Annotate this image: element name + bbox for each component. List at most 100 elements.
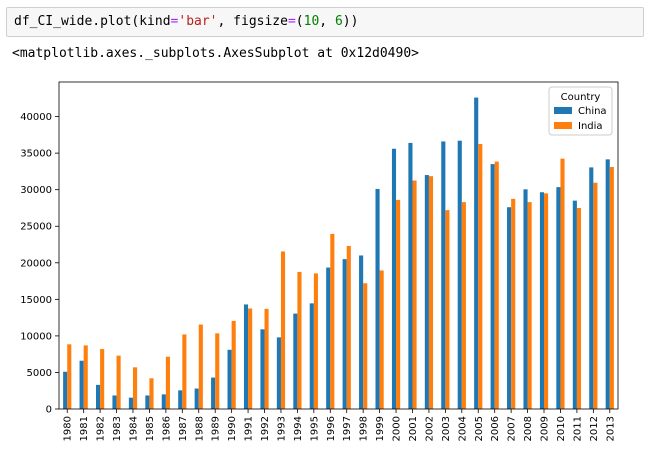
bar-india-1981 xyxy=(83,345,88,409)
bar-china-1988 xyxy=(194,388,199,409)
bar-india-1993 xyxy=(280,251,286,409)
y-tick-label-25000: 25000 xyxy=(20,222,52,233)
x-tick-label-1992: 1992 xyxy=(260,416,271,441)
bar-china-1980 xyxy=(63,371,68,409)
bar-india-1992 xyxy=(264,308,269,409)
x-tick-label-1981: 1981 xyxy=(79,416,90,441)
legend-label-china: China xyxy=(578,106,607,117)
x-tick-label-1990: 1990 xyxy=(227,416,238,441)
bar-china-1991 xyxy=(243,304,249,409)
bar-china-2007 xyxy=(507,207,512,409)
bar-india-1995 xyxy=(313,273,318,409)
bar-china-1984 xyxy=(128,397,133,409)
bar-india-1990 xyxy=(231,320,236,409)
x-tick-label-1987: 1987 xyxy=(178,416,189,441)
bar-china-1981 xyxy=(79,360,84,409)
x-tick-label-2013: 2013 xyxy=(605,416,616,441)
x-tick-label-2001: 2001 xyxy=(408,416,419,441)
bar-china-2005 xyxy=(474,97,479,410)
bar-india-1985 xyxy=(149,378,154,409)
x-tick-label-1996: 1996 xyxy=(326,416,337,441)
x-tick-label-1983: 1983 xyxy=(112,416,123,441)
bar-china-1993 xyxy=(276,337,281,409)
y-tick-label-5000: 5000 xyxy=(27,368,52,379)
bar-india-2005 xyxy=(478,143,483,409)
bar-china-1995 xyxy=(309,303,314,409)
x-tick-label-1998: 1998 xyxy=(359,416,370,441)
x-tick-label-2012: 2012 xyxy=(589,416,600,441)
bar-china-2012 xyxy=(589,167,594,409)
bar-india-2008 xyxy=(527,202,532,409)
x-tick-label-1986: 1986 xyxy=(161,416,172,441)
x-tick-label-1985: 1985 xyxy=(145,416,156,441)
bar-china-2010 xyxy=(556,187,561,409)
x-tick-label-1994: 1994 xyxy=(293,416,304,441)
bar-china-2011 xyxy=(572,200,577,409)
code-cell-input[interactable]: df_CI_wide.plot(kind='bar', figsize=(10,… xyxy=(6,7,644,37)
legend-swatch-china xyxy=(554,107,572,114)
x-tick-label-2003: 2003 xyxy=(441,416,452,441)
x-tick-label-2008: 2008 xyxy=(523,416,534,441)
bar-china-2008 xyxy=(523,189,528,409)
bar-china-1996 xyxy=(326,267,331,409)
bar-india-2001 xyxy=(412,180,417,409)
bar-china-1985 xyxy=(145,395,150,409)
x-tick-label-2004: 2004 xyxy=(457,416,468,441)
x-tick-label-1989: 1989 xyxy=(211,416,222,441)
x-tick-label-1988: 1988 xyxy=(194,416,205,441)
bar-china-1987 xyxy=(178,390,183,409)
code-number: 6 xyxy=(334,14,343,29)
bar-india-2007 xyxy=(511,198,516,409)
bar-india-1998 xyxy=(363,283,368,409)
x-tick-label-1993: 1993 xyxy=(276,416,287,441)
output-repr-text: <matplotlib.axes._subplots.AxesSubplot a… xyxy=(12,46,419,61)
x-tick-label-1984: 1984 xyxy=(128,416,139,441)
bar-india-2004 xyxy=(461,202,466,409)
bar-china-1989 xyxy=(211,377,216,409)
bar-china-1994 xyxy=(293,313,298,409)
code-text: , figsize xyxy=(217,14,288,29)
x-tick-label-2007: 2007 xyxy=(507,416,518,441)
bar-india-2011 xyxy=(576,207,582,409)
y-tick-label-30000: 30000 xyxy=(20,185,52,196)
bar-china-2002 xyxy=(424,175,429,409)
bar-china-2000 xyxy=(391,148,397,410)
y-tick-label-0: 0 xyxy=(46,405,52,416)
bar-india-1983 xyxy=(116,355,121,409)
x-tick-label-2006: 2006 xyxy=(490,416,501,441)
bar-china-2004 xyxy=(457,140,462,409)
bar-india-2012 xyxy=(593,182,598,409)
y-tick-label-40000: 40000 xyxy=(20,112,52,123)
bar-china-2009 xyxy=(539,192,545,409)
bar-china-1992 xyxy=(260,329,265,409)
x-tick-label-2000: 2000 xyxy=(392,416,403,441)
bar-china-1983 xyxy=(112,395,117,409)
x-tick-label-1980: 1980 xyxy=(63,416,74,441)
x-tick-label-1995: 1995 xyxy=(309,416,320,441)
bar-india-2003 xyxy=(445,210,450,409)
code-line: df_CI_wide.plot(kind='bar', figsize=(10,… xyxy=(14,14,358,30)
bar-china-2003 xyxy=(441,141,446,409)
x-tick-label-1997: 1997 xyxy=(342,416,353,441)
bar-india-1997 xyxy=(346,245,351,409)
x-tick-label-1991: 1991 xyxy=(244,416,255,441)
bar-india-1999 xyxy=(379,270,384,409)
bar-china-1990 xyxy=(227,349,232,409)
y-tick-label-15000: 15000 xyxy=(20,295,52,306)
bar-india-1984 xyxy=(132,367,138,409)
bar-india-2013 xyxy=(609,167,614,409)
legend-swatch-india xyxy=(554,122,572,129)
bar-india-2002 xyxy=(428,176,434,409)
x-tick-label-2010: 2010 xyxy=(556,416,567,441)
bar-india-1982 xyxy=(100,349,105,409)
bar-india-2000 xyxy=(396,199,401,409)
code-text: ( xyxy=(295,14,304,29)
code-text: )) xyxy=(342,14,359,29)
code-number: 10 xyxy=(303,14,320,29)
bar-china-1998 xyxy=(359,255,364,409)
x-tick-label-1999: 1999 xyxy=(375,416,386,441)
code-text: df_CI_wide.plot(kind xyxy=(14,14,171,29)
code-text: , xyxy=(319,14,335,29)
plot-frame xyxy=(58,81,619,410)
